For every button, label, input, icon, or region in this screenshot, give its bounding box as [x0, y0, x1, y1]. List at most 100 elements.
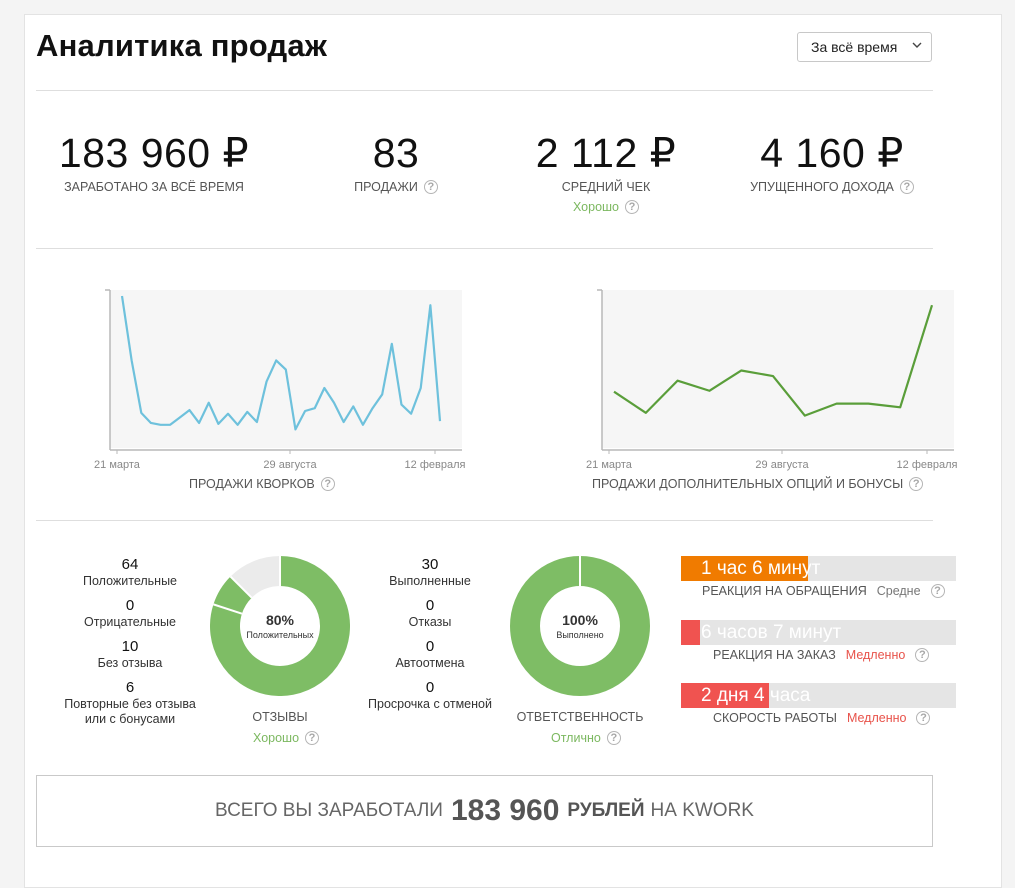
work-speed-caption: СКОРОСТЬ РАБОТЫ Медленно ? [713, 711, 931, 725]
donut-label: Выполнено [556, 630, 603, 640]
reviews-status: Хорошо ? [253, 731, 320, 745]
x-tick-label: 29 августа [263, 459, 317, 471]
divider [36, 248, 933, 249]
order-reaction-bar: 6 часов 7 минут [681, 620, 956, 645]
item-label: Без отзыва [97, 656, 163, 670]
reviews-caption: ОТЗЫВЫ [252, 710, 308, 724]
list-item: 10 Без отзыва [58, 638, 202, 671]
period-select[interactable]: За всё время [797, 32, 932, 62]
stat-label: УПУЩЕННОГО ДОХОДА [750, 180, 894, 194]
item-count: 0 [425, 638, 435, 655]
response-time-bar: 1 час 6 минут [681, 556, 956, 581]
divider [36, 90, 933, 91]
stat-earned: 183 960 ₽ ЗАРАБОТАНО ЗА ВСЁ ВРЕМЯ [36, 130, 272, 194]
kwork-sales-caption: ПРОДАЖИ КВОРКОВ ? [189, 477, 335, 491]
bar-value: 6 часов 7 минут [701, 622, 842, 643]
reviews-donut: 80% Положительных [210, 556, 350, 696]
list-item: 0 Просрочка с отменой [360, 679, 500, 712]
item-label: Просрочка с отменой [368, 697, 492, 711]
sales-analytics-card [24, 14, 1002, 888]
question-circle-icon[interactable]: ? [915, 648, 930, 662]
x-tick-label: 21 марта [586, 459, 633, 471]
question-circle-icon[interactable]: ? [606, 731, 621, 745]
list-item: 0 Отрицательные [58, 597, 202, 630]
stat-label: СРЕДНИЙ ЧЕК [561, 180, 651, 194]
responsibility-list: 30 Выполненные 0 Отказы 0 Автоотмена 0 Проср… [360, 556, 500, 720]
donut-separator [229, 575, 253, 599]
bar-fill [681, 620, 701, 645]
item-label: Отрицательные [84, 615, 176, 629]
list-item: 6 Повторные без отзыва или с бонусами [58, 679, 202, 727]
item-label: Автоотмена [395, 656, 465, 670]
divider [36, 520, 933, 521]
bar-rating: Медленно [845, 648, 906, 662]
bar-rating: Средне [876, 584, 921, 598]
question-circle-icon[interactable]: ? [423, 180, 438, 194]
total-amount: 183 960 [450, 794, 560, 827]
list-item: 0 Автоотмена [360, 638, 500, 671]
bar-rating: Медленно [846, 711, 907, 725]
responsibility-donut: 100% Выполнено [510, 556, 650, 696]
stat-note: Хорошо [572, 200, 620, 214]
reviews-list: 64 Положительные 0 Отрицательные 10 Без отз… [58, 556, 202, 735]
stat-label: ЗАРАБОТАНО ЗА ВСЁ ВРЕМЯ [64, 180, 244, 194]
bar-fill [681, 556, 808, 581]
stat-label: ПРОДАЖИ [354, 180, 418, 194]
chart-title: ПРОДАЖИ ДОПОЛНИТЕЛЬНЫХ ОПЦИЙ И БОНУСЫ [592, 477, 904, 491]
question-circle-icon[interactable]: ? [930, 584, 945, 598]
donut-segment [213, 576, 253, 615]
list-item: 64 Положительные [58, 556, 202, 589]
responsibility-status: Отлично ? [551, 731, 621, 745]
responsibility-caption: ОТВЕТСТВЕННОСТЬ [516, 710, 644, 724]
question-circle-icon[interactable]: ? [305, 731, 320, 745]
page-title: Аналитика продаж [36, 28, 327, 63]
list-item: 30 Выполненные [360, 556, 500, 589]
question-circle-icon[interactable]: ? [625, 200, 640, 214]
kwork-sales-chart: 21 марта 29 августа 12 февраля [94, 289, 466, 471]
total-prefix: ВСЕГО ВЫ ЗАРАБОТАЛИ [215, 800, 443, 821]
bar-value: 1 час 6 минут [701, 558, 821, 579]
series-line [613, 304, 934, 417]
item-count: 64 [121, 556, 139, 573]
stat-lost-income: 4 160 ₽ УПУЩЕННОГО ДОХОДА? [726, 130, 938, 194]
stat-avg-check: 2 112 ₽ СРЕДНИЙ ЧЕК Хорошо? [496, 130, 716, 214]
total-suffix: НА KWORK [650, 800, 754, 821]
bar-value: 2 дня 4 часа [701, 685, 811, 706]
x-tick-label: 12 февраля [405, 459, 466, 471]
item-label: Повторные без отзыва или с бонусами [64, 697, 196, 726]
x-tick-label: 12 февраля [897, 459, 958, 471]
item-count: 30 [421, 556, 439, 573]
x-tick-label: 21 марта [94, 459, 141, 471]
stat-value: 4 160 ₽ [760, 130, 904, 176]
question-circle-icon[interactable]: ? [909, 477, 924, 491]
bar-fill [681, 683, 769, 708]
question-circle-icon[interactable]: ? [899, 180, 914, 194]
status-text: Хорошо [253, 731, 300, 745]
bar-caption-label: СКОРОСТЬ РАБОТЫ [713, 711, 837, 725]
stat-sales: 83 ПРОДАЖИ? [316, 130, 476, 194]
question-circle-icon[interactable]: ? [916, 711, 931, 725]
stat-value: 83 [372, 130, 420, 176]
donut-percent: 80% [266, 612, 295, 628]
total-unit: РУБЛЕЙ [567, 800, 645, 821]
question-circle-icon[interactable]: ? [320, 477, 335, 491]
item-label: Положительные [82, 574, 178, 588]
options-sales-caption: ПРОДАЖИ ДОПОЛНИТЕЛЬНЫХ ОПЦИЙ И БОНУСЫ ? [592, 477, 924, 491]
item-count: 10 [121, 638, 139, 655]
chart-title: ПРОДАЖИ КВОРКОВ [189, 477, 315, 491]
x-tick-label: 29 августа [755, 459, 809, 471]
total-earned-banner: ВСЕГО ВЫ ЗАРАБОТАЛИ 183 960 РУБЛЕЙ НА KW… [36, 775, 933, 847]
donut-percent: 100% [562, 612, 598, 628]
item-count: 0 [425, 597, 435, 614]
status-text: Отлично [551, 731, 601, 745]
item-label: Отказы [408, 615, 452, 629]
donut-segment [210, 556, 350, 696]
bar-caption-label: РЕАКЦИЯ НА ОБРАЩЕНИЯ [702, 584, 867, 598]
plot-area [602, 290, 954, 448]
chevron-down-icon [912, 42, 922, 48]
item-count: 0 [425, 679, 435, 696]
donut-segment [230, 556, 281, 599]
item-count: 0 [125, 597, 135, 614]
series-line [120, 295, 442, 431]
stat-value: 183 960 ₽ [58, 130, 250, 176]
